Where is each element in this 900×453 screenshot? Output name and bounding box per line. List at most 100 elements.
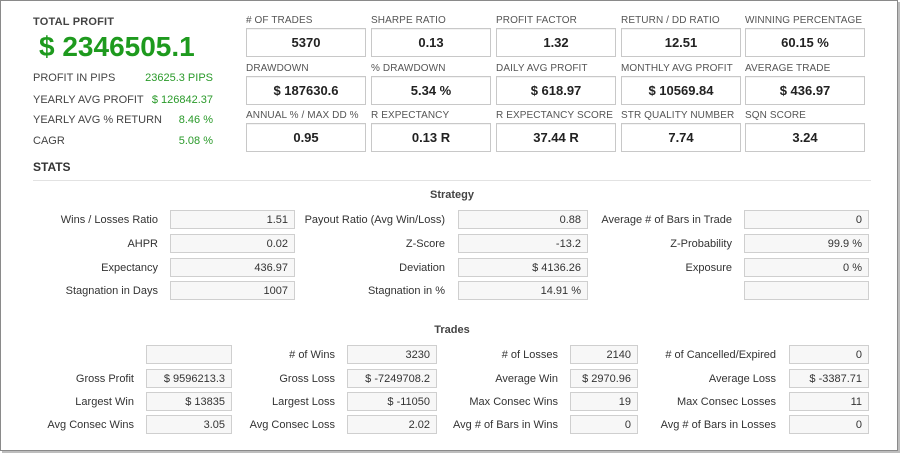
metric-value: 0.95 [246,123,366,152]
metric-label: PROFIT FACTOR [496,15,577,26]
trades-label: Gross Profit [75,373,134,385]
metric-label: # OF TRADES [246,15,313,26]
trades-value: 0 [570,415,638,434]
strategy-value: 99.9 % [744,234,869,253]
trades-label: # of Wins [289,349,335,361]
metric-value: 5.34 % [371,76,491,105]
metric-card: # OF TRADES 5370 [246,14,366,57]
summary-row-cagr: CAGR 5.08 % [33,135,213,151]
trades-value [146,345,232,364]
strategy-label: Payout Ratio (Avg Win/Loss) [304,214,445,226]
metric-label: AVERAGE TRADE [745,63,831,74]
trades-label: Largest Win [75,396,134,408]
trades-value: $ -11050 [347,392,437,411]
metric-card: % DRAWDOWN 5.34 % [371,62,491,105]
metric-value: 3.24 [745,123,865,152]
strategy-label: Expectancy [101,262,158,274]
metric-card: RETURN / DD RATIO 12.51 [621,14,741,57]
metric-value: $ 436.97 [745,76,865,105]
metric-card: AVERAGE TRADE $ 436.97 [745,62,865,105]
summary-value: 8.46 % [178,114,213,126]
metric-card: R EXPECTANCY SCORE 37.44 R [496,109,616,152]
metric-label: R EXPECTANCY SCORE [496,110,614,121]
metric-label: DRAWDOWN [246,63,309,74]
summary-value: $ 126842.37 [151,94,213,106]
metric-value: $ 618.97 [496,76,616,105]
trades-value: 11 [789,392,869,411]
metric-card: DAILY AVG PROFIT $ 618.97 [496,62,616,105]
metric-value: 12.51 [621,28,741,57]
metric-value: $ 187630.6 [246,76,366,105]
trades-label: Gross Loss [279,373,335,385]
metric-label: WINNING PERCENTAGE [745,15,863,26]
metric-label: RETURN / DD RATIO [621,15,720,26]
trades-value: 0 [789,415,869,434]
trades-value: $ -3387.71 [789,369,869,388]
trades-value: 3230 [347,345,437,364]
metric-value: 1.32 [496,28,616,57]
trades-label: Average Win [495,373,558,385]
metric-card: DRAWDOWN $ 187630.6 [246,62,366,105]
metric-value: 60.15 % [745,28,865,57]
trades-value: 19 [570,392,638,411]
metric-card: PROFIT FACTOR 1.32 [496,14,616,57]
metric-value: 0.13 R [371,123,491,152]
summary-label: CAGR [33,135,65,147]
stats-title: STATS [33,160,71,174]
summary-value: 23625.3 PIPS [145,72,213,84]
strategy-label: Z-Score [405,238,445,250]
metric-value: 0.13 [371,28,491,57]
strategy-label: AHPR [127,238,158,250]
trades-label [0,345,134,365]
trades-label: # of Losses [501,349,558,361]
trades-label: Max Consec Losses [676,396,776,408]
summary-label: YEARLY AVG PROFIT [33,94,144,106]
trades-value: 0 [789,345,869,364]
metric-card: R EXPECTANCY 0.13 R [371,109,491,152]
trades-section-title: Trades [434,324,470,336]
strategy-value: $ 4136.26 [458,258,588,277]
trades-label: Average Loss [708,373,776,385]
strategy-section-title: Strategy [429,189,475,201]
total-profit-label: TOTAL PROFIT [33,16,115,28]
metric-label: SHARPE RATIO [371,15,446,26]
strategy-label [532,281,732,301]
strategy-value [744,281,869,300]
metric-card: WINNING PERCENTAGE 60.15 % [745,14,865,57]
strategy-label: Z-Probability [670,238,732,250]
strategy-value: 1007 [170,281,295,300]
metric-label: MONTHLY AVG PROFIT [621,63,733,74]
metric-label: ANNUAL % / MAX DD % [246,110,359,121]
metric-value: 7.74 [621,123,741,152]
trades-label: Avg # of Bars in Wins [453,419,558,431]
strategy-value: 0 [744,210,869,229]
metric-card: MONTHLY AVG PROFIT $ 10569.84 [621,62,741,105]
summary-row-profit-pips: PROFIT IN PIPS 23625.3 PIPS [33,72,213,88]
trades-label: Max Consec Wins [469,396,558,408]
trades-label: Avg # of Bars in Losses [660,419,776,431]
trades-value: 3.05 [146,415,232,434]
summary-row-yearly-avg-return: YEARLY AVG % RETURN 8.46 % [33,114,213,130]
metric-label: DAILY AVG PROFIT [496,63,588,74]
strategy-label: Stagnation in % [367,285,445,297]
summary-row-yearly-avg-profit: YEARLY AVG PROFIT $ 126842.37 [33,94,213,110]
metric-card: STR QUALITY NUMBER 7.74 [621,109,741,152]
strategy-value: 14.91 % [458,281,588,300]
strategy-value: 1.51 [170,210,295,229]
metric-label: % DRAWDOWN [371,63,446,74]
strategy-value: 436.97 [170,258,295,277]
trades-value: $ 2970.96 [570,369,638,388]
trades-value: 2140 [570,345,638,364]
metric-card: SQN SCORE 3.24 [745,109,865,152]
strategy-value: -13.2 [458,234,588,253]
metric-card: SHARPE RATIO 0.13 [371,14,491,57]
strategy-value: 0.88 [458,210,588,229]
strategy-label: Average # of Bars in Trade [601,214,732,226]
strategy-label: Wins / Losses Ratio [60,214,158,226]
strategy-value: 0.02 [170,234,295,253]
strategy-label: Deviation [399,262,445,274]
summary-value: 5.08 % [178,135,213,147]
trades-label: Avg Consec Wins [47,419,134,431]
strategy-label: Exposure [685,262,732,274]
